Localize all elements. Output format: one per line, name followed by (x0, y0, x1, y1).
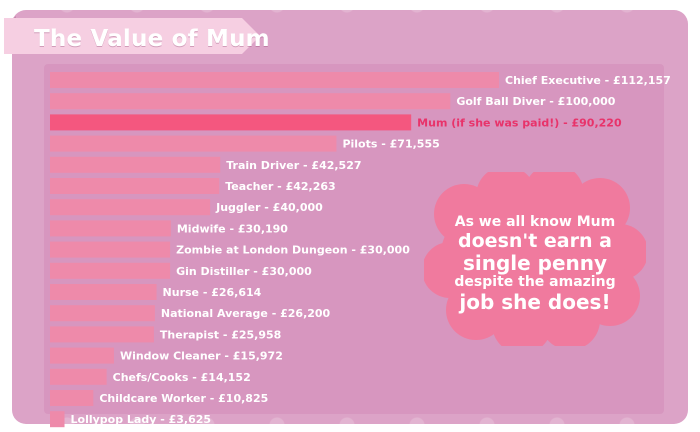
bar (50, 326, 154, 343)
callout-line: job she does! (459, 290, 611, 314)
callout-line: doesn't earn a (458, 230, 612, 252)
chart-title: The Value of Mum (34, 26, 270, 52)
bar (50, 72, 499, 88)
bar-label: Gin Distiller - £30,000 (176, 265, 312, 278)
bar (50, 93, 451, 110)
title-ribbon (4, 16, 260, 54)
bar-label: Lollypop Lady - £3,625 (71, 413, 212, 426)
bar-label: Chief Executive - £112,157 (505, 74, 671, 87)
bar-label: National Average - £26,200 (161, 307, 331, 320)
callout-flower-shape (424, 172, 646, 346)
bar-label: Golf Ball Diver - £100,000 (456, 95, 615, 108)
bar (50, 241, 171, 258)
bar (50, 368, 107, 385)
callout-text: As we all know Mum doesn't earn a single… (434, 214, 636, 313)
bar (50, 411, 65, 428)
bar (50, 347, 114, 364)
bar-label: Therapist - £25,958 (160, 328, 281, 341)
bar-label: Zombie at London Dungeon - £30,000 (176, 244, 410, 257)
bar-label: Teacher - £42,263 (225, 180, 336, 193)
bar-label: Pilots - £71,555 (342, 138, 439, 151)
callout-line: single penny (462, 251, 608, 275)
bar (50, 284, 157, 300)
bar-highlight (50, 114, 412, 131)
callout-line: As we all know Mum (454, 214, 616, 230)
bar (50, 156, 221, 173)
bar-label: Childcare Worker - £10,825 (99, 392, 268, 405)
bar-label: Train Driver - £42,527 (226, 159, 361, 172)
bar (50, 178, 220, 194)
bar (50, 220, 171, 237)
bar-label: Window Cleaner - £15,972 (120, 350, 283, 363)
bar (50, 305, 155, 322)
bar-label: Midwife - £30,190 (177, 222, 288, 235)
bar-label: Chefs/Cooks - £14,152 (113, 371, 251, 384)
bar-label: Juggler - £40,000 (215, 201, 323, 214)
bar-label: Nurse - £26,614 (163, 286, 262, 299)
bar (50, 135, 337, 152)
bar (50, 390, 94, 406)
callout-line: despite the amazing (454, 274, 616, 290)
bar (50, 262, 171, 279)
bar (50, 199, 211, 216)
bar-label: Mum (if she was paid!) - £90,220 (417, 116, 622, 129)
